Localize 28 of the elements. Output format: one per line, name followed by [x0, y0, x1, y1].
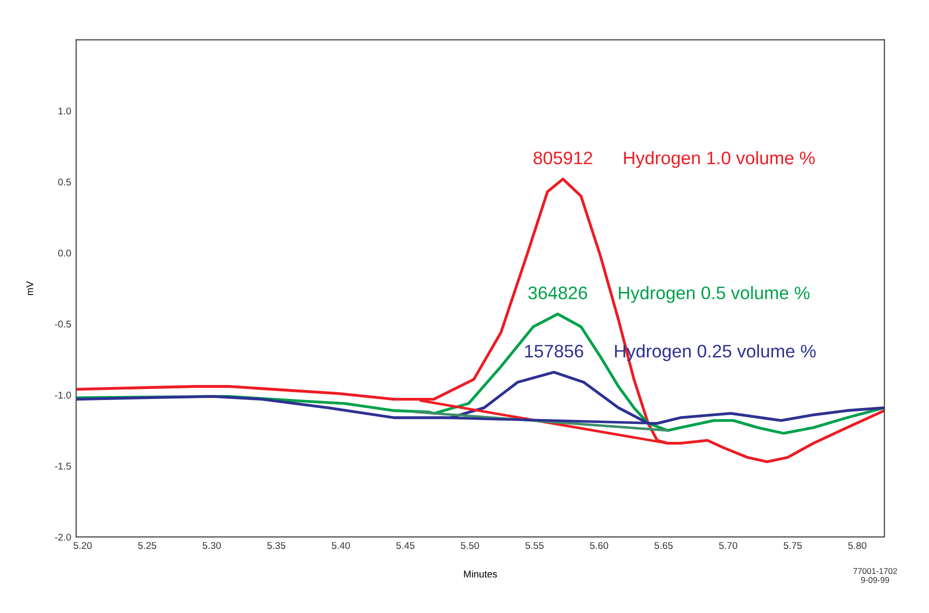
x-tick-label: 5.70	[719, 542, 738, 549]
x-tick-label: 5.30	[202, 542, 221, 549]
x-tick-label: 5.55	[525, 542, 544, 549]
x-tick-label: 5.60	[590, 542, 608, 549]
text: Hydrogen 1.0 volume %	[624, 151, 815, 168]
x-tick-label: 5.80	[848, 542, 866, 549]
y-tick-label: -0.5	[54, 320, 71, 328]
x-tick-label: 5.25	[138, 542, 156, 549]
x-tick-label: 5.35	[267, 542, 286, 549]
x-tick-label: 5.50	[460, 542, 480, 549]
y-tick-label: -1.5	[54, 462, 71, 470]
x-tick-label: 5.20	[74, 542, 92, 549]
x-tick-label: 5.45	[396, 542, 414, 549]
annotation: 364826	[528, 286, 588, 300]
annotation: 805912	[534, 152, 592, 164]
x-tick-label: 5.40	[332, 542, 350, 549]
y-tick-label: 1.0	[58, 108, 71, 114]
y-axis-title: mV	[26, 281, 34, 296]
y-tick-label: -1.0	[54, 392, 71, 399]
y-tick-label: -2.0	[54, 534, 71, 541]
annotation: 157856	[525, 344, 584, 358]
text: 77001-1702 9-09-99	[853, 568, 897, 583]
text: Hydrogen 0.5 volume %	[618, 286, 810, 303]
x-axis-title: Minutes	[464, 570, 497, 578]
y-tick-label: 0.5	[58, 178, 71, 186]
x-tick-label: 5.65	[654, 542, 673, 549]
x-tick-label: 5.75	[784, 542, 802, 549]
y-tick-label: 0.0	[58, 250, 71, 257]
